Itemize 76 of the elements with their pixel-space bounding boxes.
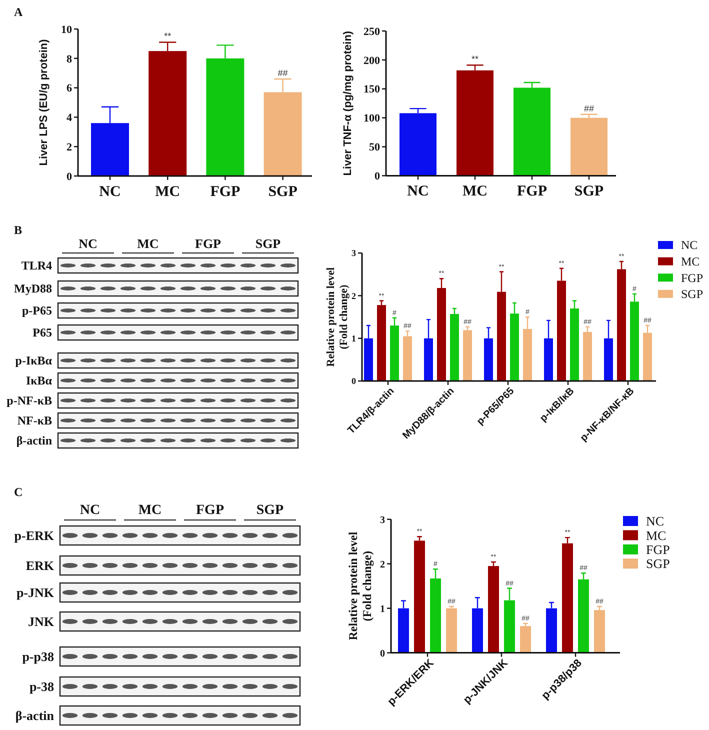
category-label: IκBα bbox=[26, 374, 52, 388]
y-tick-label: 1 bbox=[380, 604, 385, 615]
y-axis-title: Liver TNF-α (pg/mg protein) bbox=[342, 30, 354, 176]
bar bbox=[520, 626, 531, 653]
y-tick-label: 100 bbox=[364, 112, 380, 125]
y-tick-label: 250 bbox=[364, 26, 380, 38]
y-tick-label: 2 bbox=[352, 290, 356, 301]
legend-label: NC bbox=[646, 514, 664, 529]
category-label: β-actin bbox=[16, 434, 52, 448]
category-label: p-ERK bbox=[14, 528, 54, 544]
category-label: SGP bbox=[255, 236, 281, 251]
y-axis-title: Liver LPS (EU/g protein) bbox=[38, 38, 50, 166]
y-tick-label: 0 bbox=[380, 648, 385, 660]
legend-label: FGP bbox=[681, 270, 704, 285]
category-label: MC bbox=[138, 503, 162, 518]
x-tick-label: SGP bbox=[268, 184, 298, 200]
bar bbox=[446, 608, 457, 653]
text: C bbox=[14, 485, 23, 499]
x-tick-label: MC bbox=[155, 184, 180, 200]
category-label: ERK bbox=[26, 558, 54, 574]
y-tick-label: 8 bbox=[66, 53, 72, 66]
y-tick-label: 3 bbox=[352, 248, 356, 258]
category-label: NC bbox=[80, 503, 100, 518]
category-label: MC bbox=[137, 236, 159, 251]
y-tick-label: 2 bbox=[66, 141, 72, 154]
y-tick-label: 0 bbox=[352, 376, 356, 386]
category-label: JNK bbox=[28, 614, 54, 630]
category-label: p-p38 bbox=[22, 649, 54, 664]
category-label: FGP bbox=[195, 236, 222, 251]
x-tick-label: FGP bbox=[517, 184, 547, 200]
x-tick-label: MC bbox=[462, 184, 488, 200]
y-tick-label: 50 bbox=[369, 142, 380, 154]
y-tick-label: 10 bbox=[61, 24, 72, 36]
category-label: SGP bbox=[256, 503, 284, 518]
y-tick-label: 1 bbox=[352, 333, 356, 344]
y-tick-label: 150 bbox=[364, 84, 380, 96]
category-label: β-actin bbox=[15, 708, 54, 724]
x-tick-label: NC bbox=[407, 184, 429, 200]
data-label: ** bbox=[164, 31, 172, 42]
category-label: FGP bbox=[196, 503, 224, 518]
y-axis-title: Relative protein level (Fold change) bbox=[346, 531, 374, 640]
category-label: NC bbox=[78, 236, 98, 251]
category-label: p-P65 bbox=[22, 304, 52, 318]
y-tick-label: 0 bbox=[66, 170, 72, 183]
category-label: TLR4 bbox=[21, 258, 52, 273]
y-tick-label: 200 bbox=[364, 54, 380, 67]
y-tick-label: 4 bbox=[66, 112, 72, 124]
category-label: p-IκBα bbox=[15, 354, 52, 368]
x-tick-label: FGP bbox=[210, 184, 240, 200]
legend-label: FGP bbox=[646, 542, 670, 557]
legend-label: SGP bbox=[681, 287, 704, 302]
y-tick-label: 0 bbox=[374, 170, 380, 183]
x-tick-label: SGP bbox=[574, 184, 604, 200]
bar bbox=[463, 330, 472, 381]
bar bbox=[570, 118, 608, 176]
category-label: NF-κB bbox=[17, 414, 52, 428]
category-label: MyD88 bbox=[14, 282, 52, 296]
category-label: P65 bbox=[32, 326, 52, 340]
data-label: ## bbox=[584, 103, 594, 114]
y-axis-title: Relative protein level (Fold change) bbox=[325, 267, 350, 367]
y-tick-label: 2 bbox=[380, 559, 385, 570]
data-label: ** bbox=[471, 54, 479, 64]
category-label: p-JNK bbox=[16, 585, 54, 600]
legend-label: MC bbox=[681, 254, 700, 268]
y-tick-label: 3 bbox=[380, 514, 385, 526]
category-label: p-NF-κB bbox=[6, 394, 52, 408]
y-tick-label: 6 bbox=[66, 82, 72, 95]
text: A bbox=[14, 5, 23, 19]
bar bbox=[594, 610, 605, 653]
legend-label: SGP bbox=[646, 556, 670, 572]
legend-label: NC bbox=[681, 238, 698, 252]
data-label: ## bbox=[278, 68, 288, 78]
text: B bbox=[14, 223, 22, 237]
category-label: p-38 bbox=[29, 679, 54, 694]
legend-label: MC bbox=[646, 528, 666, 543]
x-tick-label: NC bbox=[99, 184, 121, 200]
